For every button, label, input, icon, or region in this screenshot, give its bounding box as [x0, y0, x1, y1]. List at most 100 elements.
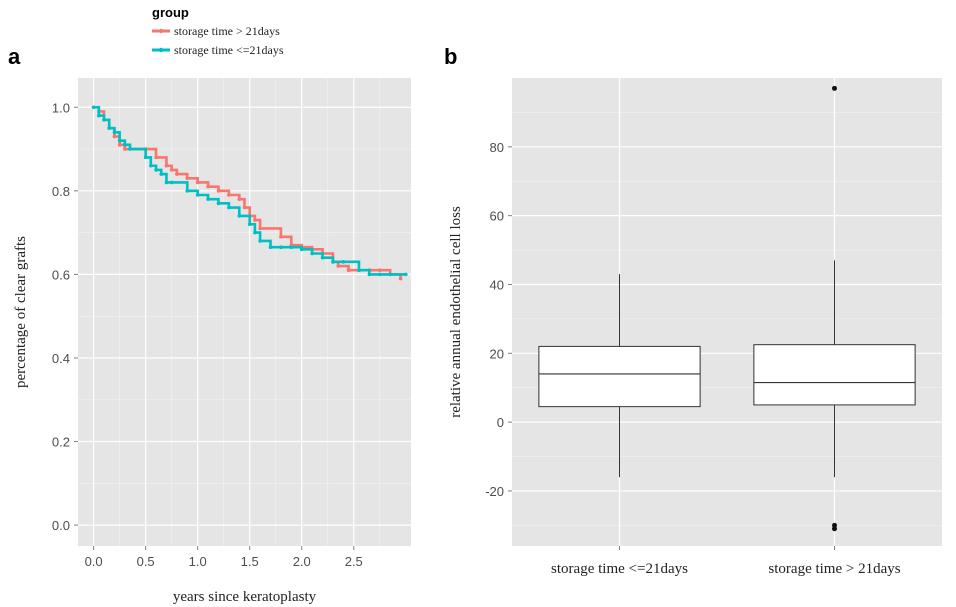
x-tick-label: 1.0	[189, 554, 207, 569]
series-point-0	[346, 268, 351, 273]
series-point-1	[112, 130, 117, 135]
survival-chart-x-axis-label: years since keratoplasty	[173, 589, 317, 605]
y-tick-label: 0.0	[52, 518, 70, 533]
y-tick-label: 80	[490, 140, 504, 155]
x-tick-label: storage time > 21days	[768, 561, 900, 577]
series-point-0	[237, 197, 242, 201]
series-point-1	[107, 126, 112, 130]
box-body	[753, 344, 916, 406]
series-point-0	[185, 176, 190, 181]
boxplot-chart-y-ticks: -20 0 20 40 60 80	[485, 140, 512, 499]
series-point-0	[242, 205, 247, 210]
series-point-0	[398, 276, 403, 281]
series-point-0	[377, 268, 382, 273]
series-point-0	[123, 147, 127, 151]
series-point-1	[341, 260, 346, 264]
series-point-1	[279, 245, 283, 250]
survival-chart-series	[91, 105, 408, 281]
survival-chart-y-axis-label: percentage of clear grafts	[13, 236, 29, 388]
legend: group storage time > 21days storage time…	[152, 5, 284, 57]
x-tick-label: 0.0	[85, 554, 103, 569]
series-point-1	[310, 251, 314, 256]
legend-label-le21: storage time <=21days	[174, 43, 284, 57]
legend-label-gt21: storage time > 21days	[174, 24, 280, 38]
y-tick-label: 0.8	[52, 184, 70, 199]
series-point-1	[169, 180, 174, 185]
series-point-1	[149, 163, 153, 168]
x-tick-label: 1.5	[241, 554, 259, 569]
series-point-0	[216, 189, 221, 193]
series-point-1	[117, 138, 122, 143]
series-point-1	[403, 272, 408, 277]
survival-chart-x-ticks: 0.0 0.5 1.0 1.5 2.0 2.5	[85, 546, 363, 569]
survival-chart-grid	[78, 78, 411, 546]
series-point-1	[154, 168, 158, 172]
x-tick-label: 2.0	[293, 554, 311, 569]
box-outlier	[832, 526, 837, 532]
series-point-1	[227, 205, 231, 210]
series-point-0	[258, 226, 262, 231]
x-tick-label: 0.5	[137, 554, 155, 569]
y-tick-label: 1.0	[52, 100, 70, 115]
series-line-1	[93, 105, 406, 276]
series-point-0	[206, 184, 210, 189]
survival-chart-y-ticks: 0.0 0.2 0.4 0.6 0.8 1.0	[52, 100, 78, 533]
legend-point-gt21	[158, 28, 164, 34]
legend-title: group	[152, 5, 189, 20]
series-point-1	[237, 214, 242, 218]
box-body	[538, 345, 701, 408]
series-point-1	[91, 105, 96, 110]
series-point-1	[195, 193, 200, 197]
boxplot-chart-y-axis-label: relative annual endothelial cell loss	[448, 206, 464, 418]
series-point-0	[112, 134, 117, 139]
boxplot-chart-boxes	[538, 85, 916, 532]
series-point-1	[377, 272, 382, 277]
series-point-0	[253, 218, 257, 222]
survival-chart: 0.0 0.2 0.4 0.6 0.8 1.0 0.0 0.5 1.0 1.5 2.0 2.5 ye…	[13, 78, 411, 605]
series-point-0	[169, 168, 174, 172]
series-point-1	[258, 239, 262, 243]
series-point-0	[279, 234, 283, 239]
series-point-1	[247, 222, 252, 227]
series-point-1	[299, 247, 304, 252]
y-tick-label: 0.2	[52, 435, 70, 450]
box-outlier	[832, 85, 837, 91]
series-point-1	[331, 260, 335, 264]
y-tick-label: 0	[497, 415, 504, 430]
series-point-1	[216, 201, 221, 206]
series-point-0	[164, 163, 169, 168]
series-point-1	[164, 180, 169, 185]
series-point-0	[336, 264, 340, 268]
series-point-1	[159, 172, 164, 176]
series-point-0	[154, 155, 158, 160]
series-point-0	[227, 193, 231, 197]
series-point-1	[123, 143, 127, 147]
x-tick-label: storage time <=21days	[551, 561, 688, 577]
series-point-0	[195, 180, 200, 185]
panel-label-b: b	[444, 44, 457, 69]
series-point-1	[102, 117, 106, 122]
boxplot-chart-background	[512, 78, 942, 546]
y-tick-label: 20	[490, 346, 504, 361]
y-tick-label: 40	[490, 277, 504, 292]
series-point-1	[357, 268, 361, 273]
boxplot-chart-x-ticks: storage time <=21days storage time > 21da…	[551, 546, 901, 577]
series-point-1	[206, 197, 210, 201]
series-point-0	[117, 143, 122, 147]
series-point-1	[320, 255, 325, 260]
series-point-0	[175, 172, 179, 176]
series-point-1	[253, 230, 257, 235]
y-tick-label: 0.6	[52, 267, 70, 282]
series-point-1	[128, 147, 132, 151]
y-tick-label: 60	[490, 209, 504, 224]
x-tick-label: 2.5	[345, 554, 363, 569]
series-point-1	[97, 113, 101, 118]
series-point-1	[388, 272, 392, 277]
y-tick-label: 0.4	[52, 351, 70, 366]
box-outlier	[832, 522, 837, 528]
series-point-1	[143, 155, 148, 160]
series-point-1	[367, 272, 372, 277]
series-point-1	[268, 245, 273, 250]
